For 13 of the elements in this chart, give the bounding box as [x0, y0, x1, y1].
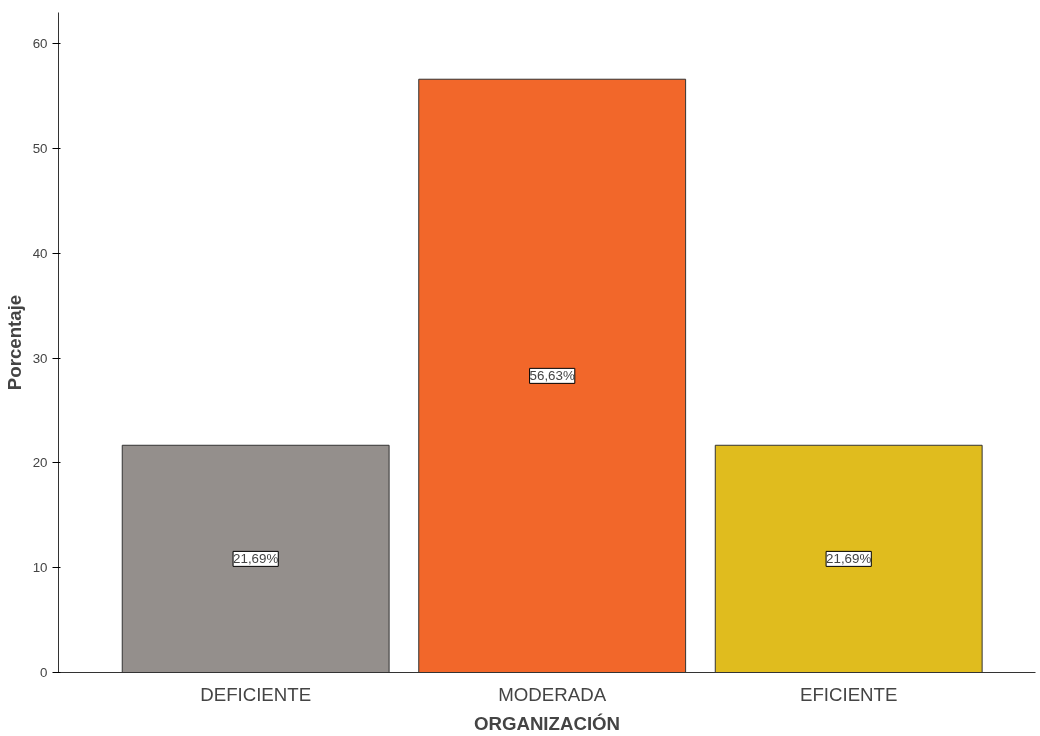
y-tick-label: 10	[32, 560, 48, 576]
y-tick-label: 40	[32, 245, 48, 261]
y-tick-label: 30	[32, 350, 48, 366]
y-tick-label: 20	[32, 455, 48, 471]
y-tick-label: 0	[40, 665, 48, 680]
x-tick-label: DEFICIENTE	[200, 683, 312, 705]
x-tick-label: MODERADA	[498, 683, 607, 705]
data-label: 56,63%	[529, 368, 575, 384]
y-tick-label: 60	[32, 36, 48, 52]
y-tick-label: 50	[32, 141, 48, 157]
y-axis-title: Porcentaje	[3, 294, 25, 391]
x-axis-title: ORGANIZACIÓN	[473, 712, 621, 734]
x-tick-label: EFICIENTE	[799, 683, 898, 705]
